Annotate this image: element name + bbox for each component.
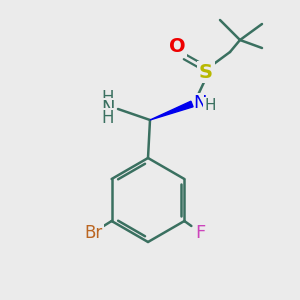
Text: F: F [195,224,206,242]
Text: S: S [199,62,213,82]
Text: N: N [193,94,207,112]
Text: H: H [204,98,216,113]
Text: Br: Br [85,224,103,242]
Text: H: H [102,109,114,127]
Text: H: H [102,89,114,107]
Text: N: N [101,99,115,117]
Polygon shape [150,101,193,120]
Text: O: O [169,38,185,56]
